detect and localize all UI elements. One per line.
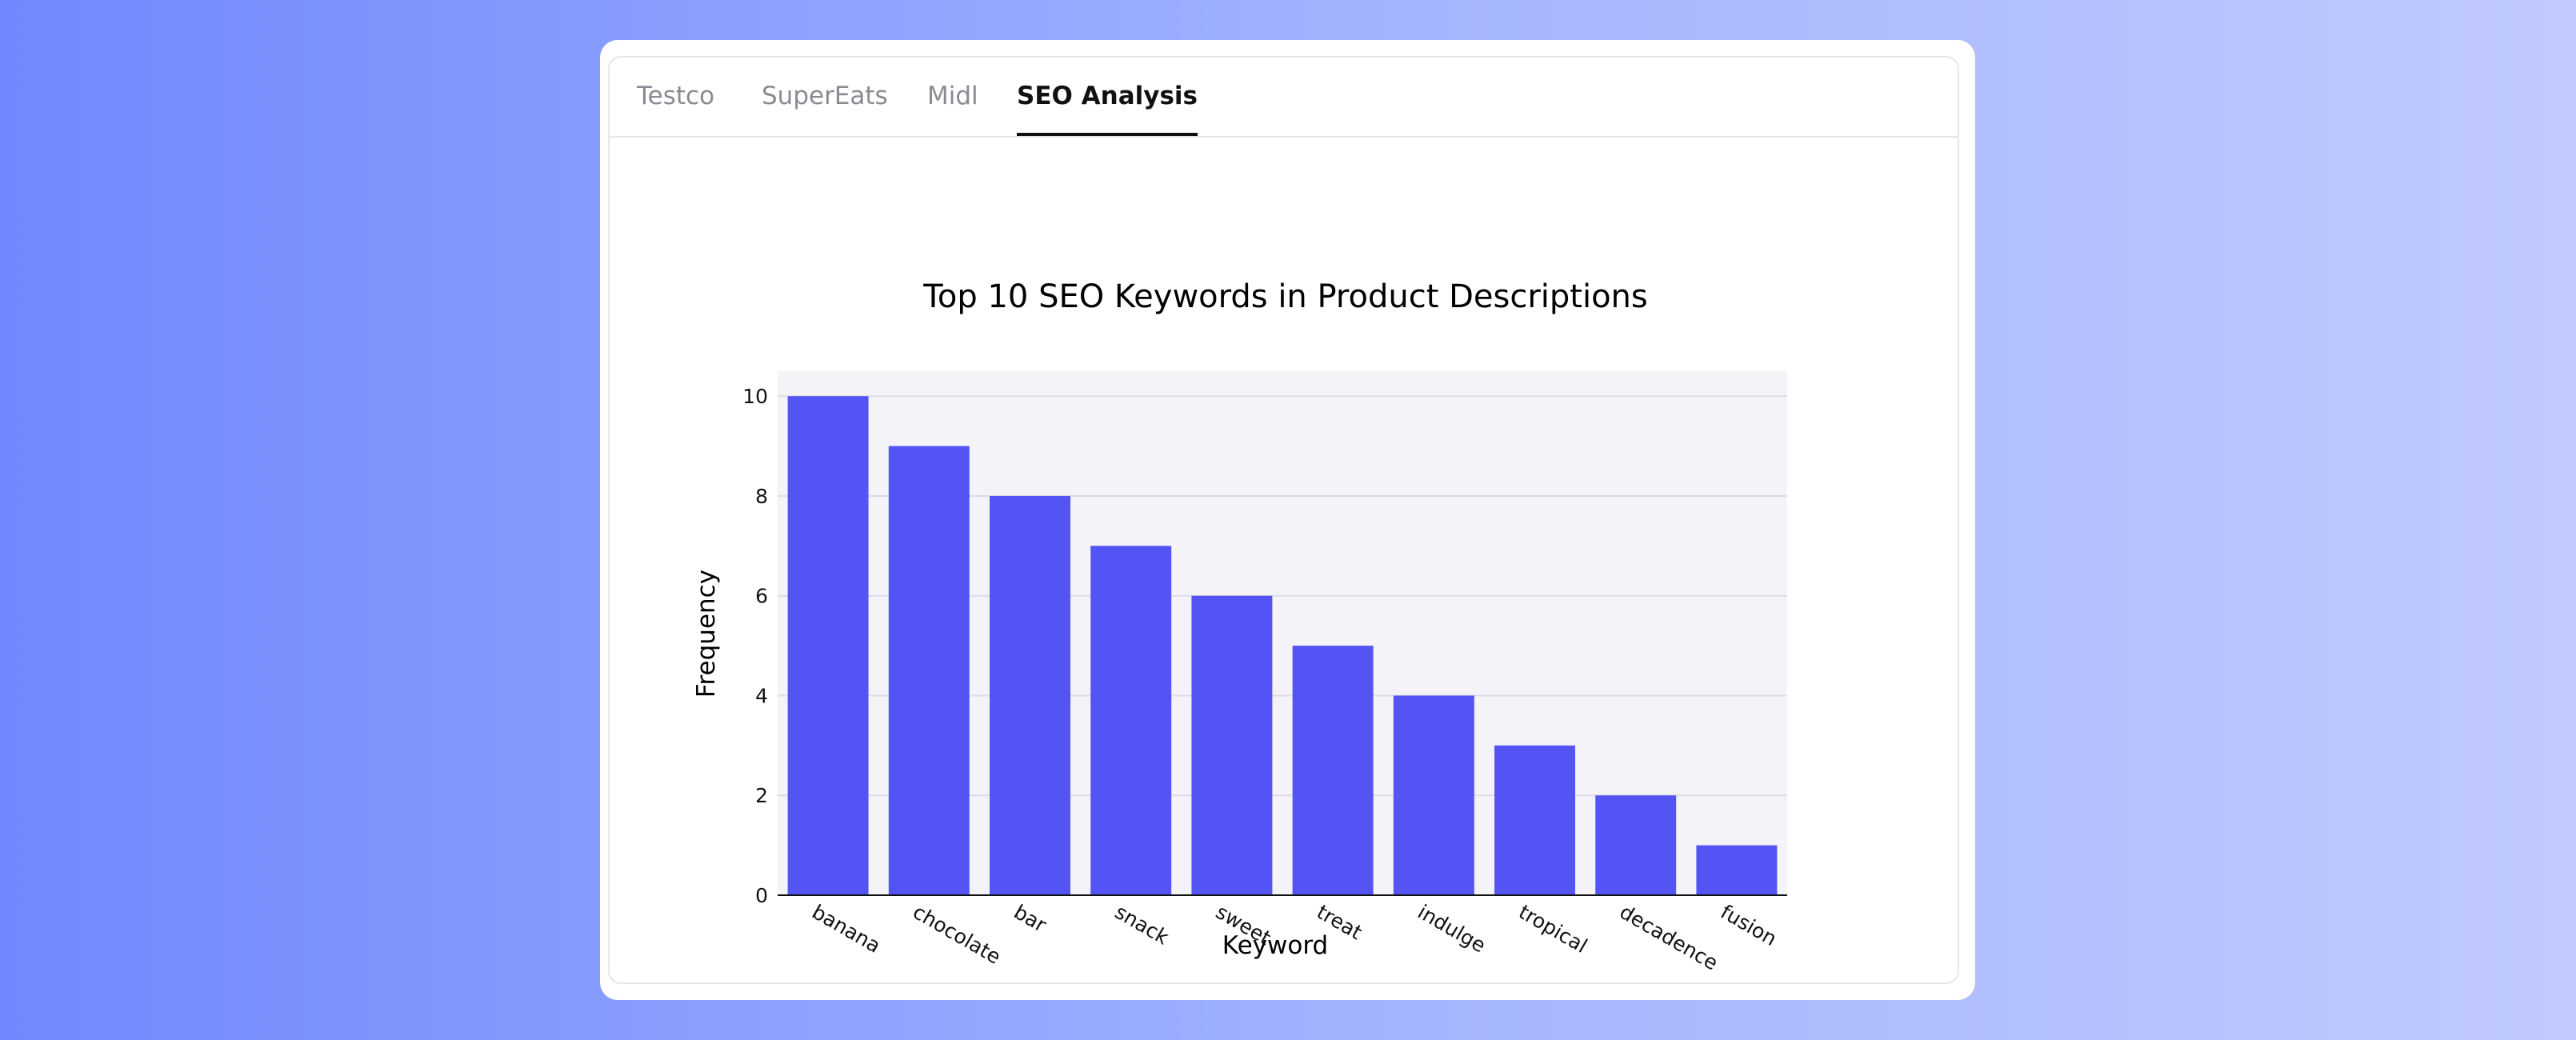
bar-banana [787, 396, 869, 895]
x-tick-label: banana [808, 900, 885, 958]
bars [787, 396, 1778, 895]
bar-chocolate [888, 446, 970, 895]
x-tick-label: bar [1010, 900, 1051, 937]
bar-indulge [1393, 695, 1474, 895]
x-tick-label: fusion [1717, 900, 1781, 950]
x-axis-label: Keyword [1222, 931, 1328, 960]
y-tick-label: 6 [755, 585, 768, 608]
content-panel: Testco SuperEats Midl SEO Analysis Top 1… [608, 56, 1959, 984]
tab-supereats[interactable]: SuperEats [762, 82, 888, 110]
y-tick-label: 10 [742, 385, 768, 408]
x-tick-label: indulge [1414, 900, 1490, 957]
bar-sweet [1191, 595, 1273, 895]
y-tick-label: 4 [755, 684, 768, 707]
bar-decadence [1595, 795, 1677, 895]
tab-bar: Testco SuperEats Midl SEO Analysis [610, 58, 1958, 138]
bar-treat [1292, 646, 1374, 895]
card: Testco SuperEats Midl SEO Analysis Top 1… [600, 40, 1975, 1000]
bar-bar [990, 495, 1070, 895]
x-tick-label: chocolate [909, 900, 1005, 969]
y-tick-label: 2 [755, 784, 768, 807]
y-axis-label: Frequency [692, 570, 721, 698]
tab-seo-analysis[interactable]: SEO Analysis [1017, 58, 1198, 136]
x-tick-label: decadence [1616, 900, 1722, 970]
y-tick-label: 8 [755, 485, 768, 508]
bar-tropical [1494, 745, 1575, 895]
chart-title: Top 10 SEO Keywords in Product Descripti… [922, 278, 1648, 315]
tab-midl[interactable]: Midl [927, 82, 978, 110]
y-ticks: 0 2 4 6 8 10 [742, 385, 768, 907]
y-tick-label: 0 [755, 884, 768, 907]
bar-chart: Top 10 SEO Keywords in Product Descripti… [692, 278, 1787, 970]
x-tick-label: snack [1111, 900, 1174, 950]
bar-snack [1090, 546, 1172, 895]
bar-fusion [1696, 845, 1778, 895]
tab-testco[interactable]: Testco [637, 82, 715, 110]
x-tick-label: tropical [1515, 900, 1592, 958]
